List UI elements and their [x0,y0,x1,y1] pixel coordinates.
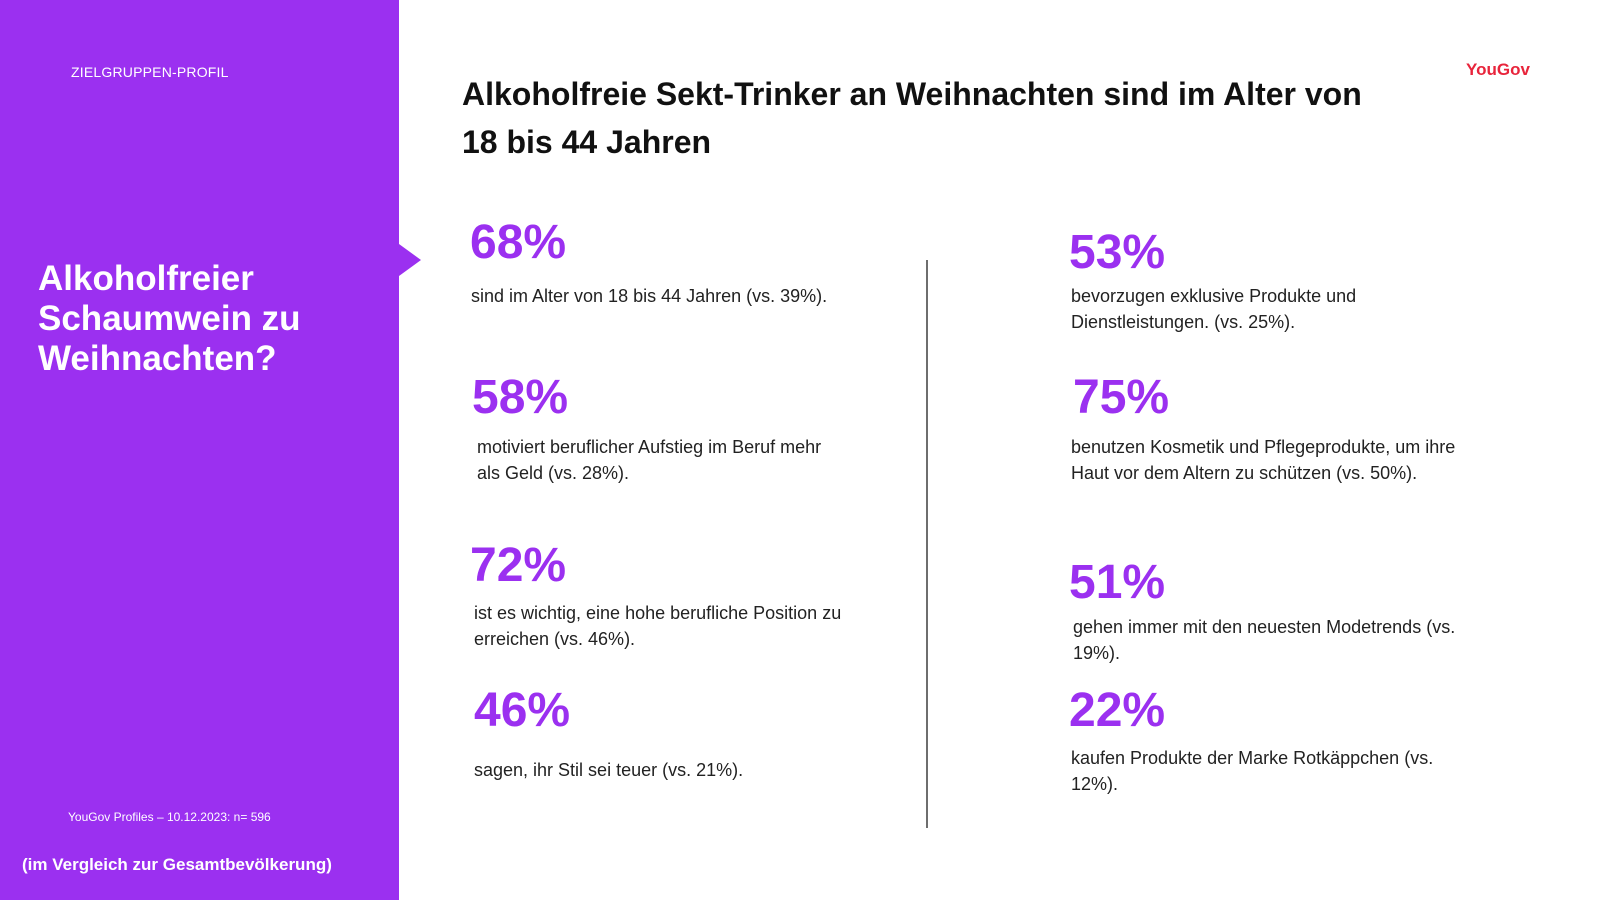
stat-value: 68% [470,216,567,269]
stat-text: motiviert beruflicher Aufstieg im Beruf … [477,437,822,483]
stat-text: benutzen Kosmetik und Pflegeprodukte, um… [1071,437,1456,483]
headline: Alkoholfreie Sekt-Trinker an Weihnachten… [462,76,1362,160]
stat-value: 72% [470,539,567,592]
stat-value: 51% [1069,556,1166,609]
stat-text: kaufen Produkte der Marke Rotkäppchen (v… [1071,748,1434,794]
stat-text: bevorzugen exklusive Produkte und Dienst… [1071,286,1357,332]
sidebar-panel: ZIELGRUPPEN-PROFIL Alkoholfreier Schaumw… [0,0,399,900]
stat-value: 75% [1073,371,1170,424]
sidebar-title: Alkoholfreier Schaumwein zu Weihnachten? [38,259,301,378]
stat-value: 58% [472,371,569,424]
source-note: YouGov Profiles – 10.12.2023: n= 596 [68,810,271,824]
comparison-note: (im Vergleich zur Gesamtbevölkerung) [22,855,332,874]
column-divider [926,260,928,828]
stat-value: 46% [474,684,571,737]
stat-text: sind im Alter von 18 bis 44 Jahren (vs. … [471,286,828,306]
stat-value: 53% [1069,226,1166,279]
stat-value: 22% [1069,684,1166,737]
stat-text: sagen, ihr Stil sei teuer (vs. 21%). [474,760,744,780]
sidebar-pointer [399,244,421,276]
stat-text: ist es wichtig, eine hohe berufliche Pos… [474,603,842,649]
yougov-logo: YouGov [1466,60,1530,79]
sidebar-kicker: ZIELGRUPPEN-PROFIL [71,64,229,80]
stat-text: gehen immer mit den neuesten Modetrends … [1073,617,1456,663]
